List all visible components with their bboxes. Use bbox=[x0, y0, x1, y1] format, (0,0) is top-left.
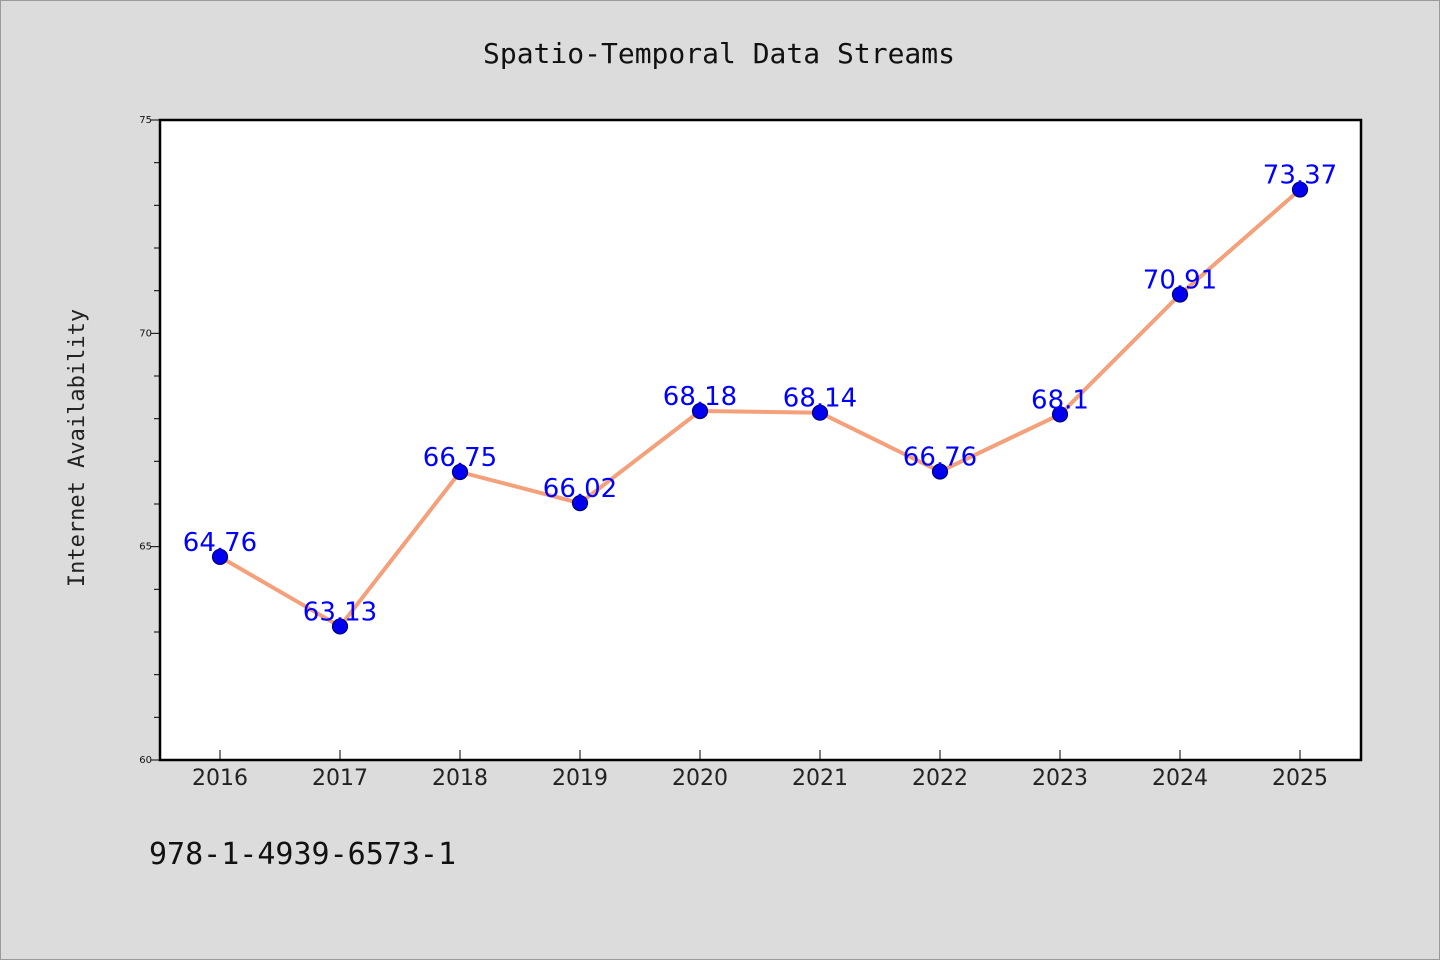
x-tick-label: 2018 bbox=[432, 766, 488, 791]
x-tick-label: 2025 bbox=[1272, 766, 1328, 791]
data-label: 68.1 bbox=[1031, 385, 1089, 415]
data-point bbox=[331, 618, 349, 635]
data-point bbox=[1291, 181, 1309, 198]
data-label: 63.13 bbox=[303, 597, 377, 627]
data-label: 68.14 bbox=[783, 384, 857, 414]
data-point bbox=[691, 402, 709, 420]
data-label: 66.75 bbox=[423, 443, 497, 473]
x-tick-label: 2021 bbox=[792, 766, 848, 791]
x-tick-label: 2016 bbox=[192, 766, 248, 791]
x-tick-label: 2020 bbox=[672, 766, 728, 791]
y-tick-label: 65 bbox=[139, 542, 152, 553]
data-point bbox=[571, 495, 589, 512]
series-line bbox=[218, 187, 1302, 629]
data-label: 68.18 bbox=[663, 382, 737, 412]
data-point bbox=[931, 463, 949, 480]
data-label: 64.76 bbox=[183, 528, 257, 558]
x-axis: 2016 2017 2018 2019 2020 2021 2022 2023 2024 2025 bbox=[192, 750, 1328, 791]
plot-area bbox=[158, 118, 1363, 762]
x-tick-label: 2019 bbox=[552, 766, 608, 791]
data-point bbox=[1051, 406, 1069, 423]
x-tick-label: 2024 bbox=[1152, 766, 1208, 791]
data-label: 70.91 bbox=[1143, 266, 1217, 296]
x-tick-label: 2022 bbox=[912, 766, 968, 791]
y-tick-label: 60 bbox=[139, 755, 152, 766]
series-layer bbox=[211, 181, 1309, 635]
data-label: 66.02 bbox=[543, 474, 617, 504]
chart-title: Spatio-Temporal Data Streams bbox=[483, 37, 955, 70]
x-tick-label: 2023 bbox=[1032, 766, 1088, 791]
data-label: 73.37 bbox=[1263, 161, 1337, 191]
data-point bbox=[451, 463, 469, 481]
data-point bbox=[211, 548, 229, 566]
y-tick-label: 75 bbox=[139, 115, 152, 126]
y-axis-label: Internet Availability bbox=[65, 309, 90, 587]
data-label: 66.76 bbox=[903, 443, 977, 473]
x-tick-label: 2017 bbox=[312, 766, 368, 791]
data-labels: 64.76 63.13 66.75 66.02 68.18 68.14 66.76 68.1 7… bbox=[183, 161, 1337, 628]
y-axis: 60 65 70 75 bbox=[139, 115, 160, 766]
isbn-text: 978-1-4939-6573-1 bbox=[149, 837, 456, 872]
y-tick-label: 70 bbox=[139, 328, 152, 339]
data-point bbox=[1171, 286, 1189, 303]
data-point bbox=[811, 404, 829, 421]
